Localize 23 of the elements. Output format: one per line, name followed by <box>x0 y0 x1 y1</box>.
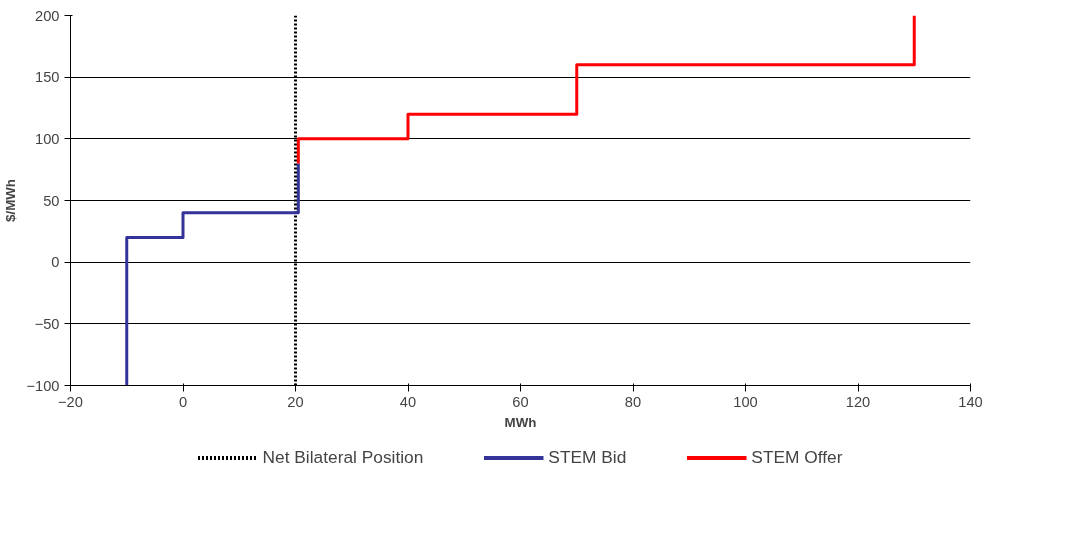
y-tick-label: 200 <box>35 7 60 24</box>
line-series <box>125 162 300 386</box>
y-tick-label: −100 <box>26 377 60 394</box>
x-tick-label: 60 <box>512 393 529 410</box>
y-axis-title: $/MWh <box>3 179 19 222</box>
line-series <box>296 15 916 165</box>
y-tick-label: 100 <box>35 130 60 147</box>
legend-label: Net Bilateral Position <box>262 446 424 468</box>
x-tick-label: 20 <box>287 393 304 410</box>
x-tick-label: 0 <box>178 393 188 410</box>
x-tick-label: 100 <box>733 393 758 410</box>
y-tick-label: −50 <box>34 315 60 332</box>
y-tick-label: 0 <box>51 254 60 271</box>
x-tick-label: 120 <box>845 393 871 410</box>
x-axis-title: MWh <box>504 414 537 430</box>
legend-label: STEM Offer <box>751 446 843 468</box>
x-tick-label: 40 <box>399 393 417 410</box>
legend-label: STEM Bid <box>548 446 627 468</box>
y-tick-label: 150 <box>35 69 60 86</box>
y-tick-label: 50 <box>43 192 60 209</box>
x-tick-label: 140 <box>958 393 983 410</box>
x-tick-label: −20 <box>58 393 83 410</box>
x-tick-label: 80 <box>624 393 642 410</box>
